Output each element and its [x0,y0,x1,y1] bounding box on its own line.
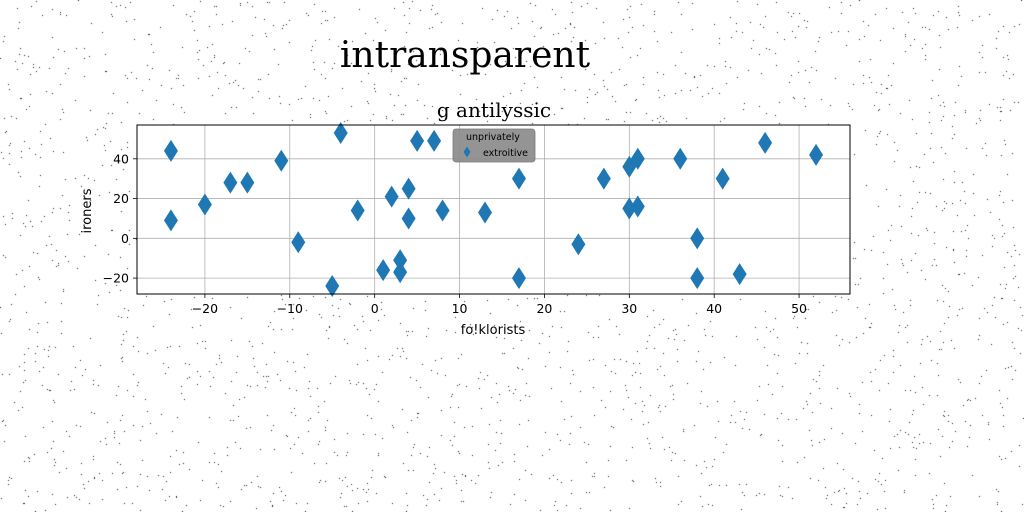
x-tick-label: −10 [277,301,303,316]
data-point [197,193,212,216]
data-point [401,177,416,200]
data-point [350,199,365,222]
x-tick-label: 10 [452,301,468,316]
data-point [511,167,526,190]
data-point [690,227,705,250]
data-point [401,207,416,230]
data-point [596,167,611,190]
data-point [435,199,450,222]
data-point [715,167,730,190]
data-point [163,139,178,162]
data-point [809,143,824,166]
legend: unprivately extroitive [452,128,536,163]
data-point [223,171,238,194]
x-axis-label: fo!klorists [461,323,526,338]
data-point [384,185,399,208]
data-point [274,149,289,172]
legend-entry-label: extroitive [483,148,528,159]
data-point [393,249,408,272]
x-tick-label: 20 [536,301,552,316]
data-point [758,131,773,154]
data-point [376,259,391,282]
data-point [571,233,586,256]
data-point [410,129,425,152]
y-tick-label: 40 [113,151,129,166]
data-point [393,261,408,284]
data-point [630,147,645,170]
y-axis-ticks: −20 0 20 40 [103,151,137,286]
data-point [732,263,747,286]
legend-marker-diamond [463,146,471,158]
x-tick-label: 0 [371,301,379,316]
x-tick-label: −20 [192,301,218,316]
x-axis-ticks: −20 −10 0 10 20 30 40 50 [192,294,807,316]
y-axis-label: ironers [80,188,95,233]
legend-title: unprivately [466,132,520,143]
data-point [240,171,255,194]
x-tick-label: 50 [791,301,807,316]
x-tick-label: 40 [706,301,722,316]
plot-frame [136,124,851,295]
data-point [291,231,306,254]
data-point [427,129,442,152]
data-point [478,201,493,224]
figure-suptitle: intransparent [340,35,591,76]
y-tick-label: 0 [121,231,129,246]
data-point [163,209,178,232]
legend-box [452,128,536,163]
data-point [511,267,526,290]
data-point [622,197,637,220]
data-point [333,121,348,144]
data-point [630,195,645,218]
data-point [325,275,340,298]
data-point [673,147,688,170]
y-tick-label: 20 [113,191,129,206]
x-tick-label: 30 [621,301,637,316]
y-tick-label: −20 [103,271,129,286]
chart-title: g antilyssic [437,98,551,122]
data-points [163,121,824,298]
data-point [690,267,705,290]
